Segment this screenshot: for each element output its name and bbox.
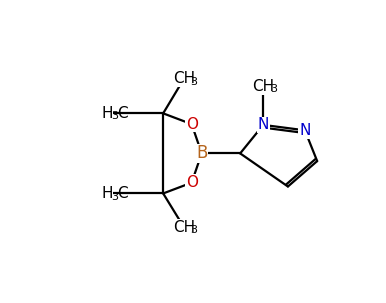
Text: B: B — [196, 145, 207, 162]
Text: 3: 3 — [190, 77, 198, 87]
Text: CH: CH — [173, 220, 195, 235]
Text: H: H — [101, 186, 113, 201]
Text: CH: CH — [173, 71, 195, 86]
Text: C: C — [117, 106, 128, 121]
Text: O: O — [186, 117, 198, 132]
Text: N: N — [299, 123, 311, 138]
Text: 3: 3 — [190, 225, 198, 235]
Text: CH: CH — [252, 79, 274, 94]
Text: H: H — [101, 106, 113, 121]
Text: 3: 3 — [111, 191, 118, 201]
Text: N: N — [257, 117, 269, 132]
Text: O: O — [186, 175, 198, 190]
Text: C: C — [117, 186, 128, 201]
Text: 3: 3 — [270, 85, 277, 95]
Text: 3: 3 — [111, 112, 118, 122]
